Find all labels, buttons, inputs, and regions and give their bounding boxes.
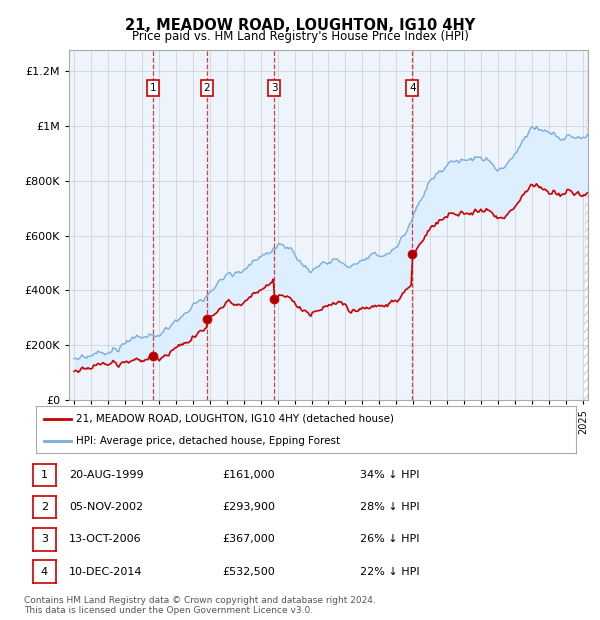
Text: 28% ↓ HPI: 28% ↓ HPI (360, 502, 419, 512)
Text: 2: 2 (204, 83, 211, 93)
Text: 20-AUG-1999: 20-AUG-1999 (69, 470, 143, 480)
Text: Price paid vs. HM Land Registry's House Price Index (HPI): Price paid vs. HM Land Registry's House … (131, 30, 469, 43)
Text: 34% ↓ HPI: 34% ↓ HPI (360, 470, 419, 480)
Text: HPI: Average price, detached house, Epping Forest: HPI: Average price, detached house, Eppi… (77, 436, 341, 446)
Text: 4: 4 (409, 83, 416, 93)
Text: £293,900: £293,900 (222, 502, 275, 512)
Text: £367,000: £367,000 (222, 534, 275, 544)
Text: 2: 2 (41, 502, 48, 512)
Text: 22% ↓ HPI: 22% ↓ HPI (360, 567, 419, 577)
Text: 21, MEADOW ROAD, LOUGHTON, IG10 4HY (detached house): 21, MEADOW ROAD, LOUGHTON, IG10 4HY (det… (77, 414, 395, 423)
Text: 3: 3 (41, 534, 48, 544)
Text: 05-NOV-2002: 05-NOV-2002 (69, 502, 143, 512)
Text: 1: 1 (149, 83, 156, 93)
Text: 13-OCT-2006: 13-OCT-2006 (69, 534, 142, 544)
Text: Contains HM Land Registry data © Crown copyright and database right 2024.
This d: Contains HM Land Registry data © Crown c… (24, 596, 376, 615)
Text: £161,000: £161,000 (222, 470, 275, 480)
Polygon shape (583, 50, 588, 400)
Text: 3: 3 (271, 83, 277, 93)
Text: 1: 1 (41, 470, 48, 480)
Text: 26% ↓ HPI: 26% ↓ HPI (360, 534, 419, 544)
Text: 4: 4 (41, 567, 48, 577)
Text: 21, MEADOW ROAD, LOUGHTON, IG10 4HY: 21, MEADOW ROAD, LOUGHTON, IG10 4HY (125, 18, 475, 33)
Text: £532,500: £532,500 (222, 567, 275, 577)
Text: 10-DEC-2014: 10-DEC-2014 (69, 567, 143, 577)
